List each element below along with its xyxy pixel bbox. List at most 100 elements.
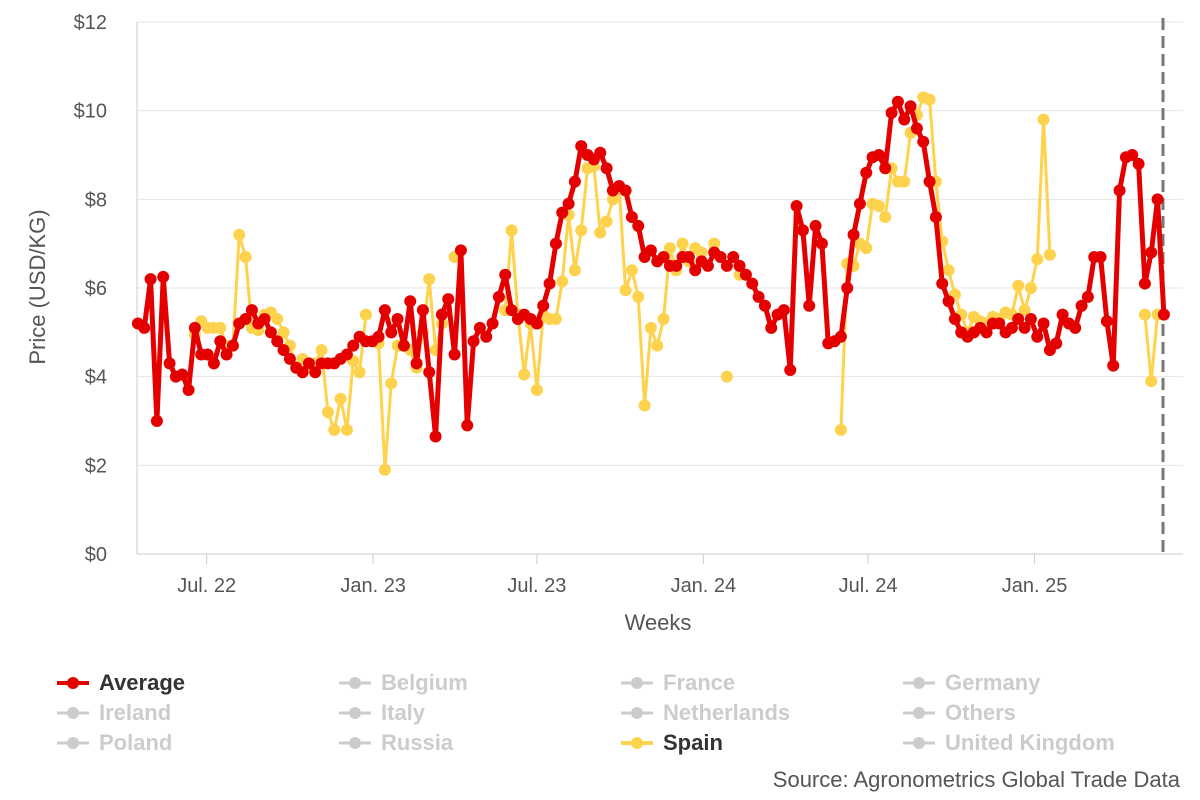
data-point-average [923,175,936,188]
data-point-spain [505,224,518,237]
data-point-spain [720,370,733,383]
data-point-average [1145,246,1158,259]
data-point-average [562,197,575,210]
data-point-spain [898,175,911,188]
data-point-spain [556,275,569,288]
data-point-average [473,321,486,334]
legend-item-netherlands[interactable]: Netherlands [619,700,901,726]
legend-item-italy[interactable]: Italy [337,700,619,726]
legend-symbol-marker [349,707,361,719]
data-point-average [214,335,227,348]
data-point-average [853,197,866,210]
legend-item-united-kingdom[interactable]: United Kingdom [901,730,1183,756]
data-point-average [765,321,778,334]
x-tick-label: Jul. 24 [839,575,898,597]
data-point-average [245,304,258,317]
data-point-average [720,259,733,272]
data-point-spain [277,326,290,339]
legend-label: Others [945,700,1016,725]
data-point-average [834,330,847,343]
legend-symbol-icon [621,677,653,689]
data-point-spain [600,215,613,228]
legend-item-belgium[interactable]: Belgium [337,670,619,696]
data-point-spain [663,242,676,255]
y-axis-title: Price (USD/KG) [25,209,50,364]
legend-item-germany[interactable]: Germany [901,670,1183,696]
data-point-average [784,364,797,377]
data-point-average [340,348,353,361]
legend-item-poland[interactable]: Poland [55,730,337,756]
data-point-average [296,366,309,379]
legend-item-france[interactable]: France [619,670,901,696]
legend-item-russia[interactable]: Russia [337,730,619,756]
data-point-average [277,344,290,357]
data-point-average [1018,321,1031,334]
data-point-average [264,326,277,339]
data-point-average [575,140,588,153]
data-point-average [435,308,448,321]
data-point-average [410,357,423,370]
data-point-spain [315,344,328,357]
data-point-spain [1024,282,1037,294]
x-tick-label: Jan. 25 [1002,575,1068,597]
data-point-average [404,295,417,308]
data-point-average [904,100,917,113]
series-layer [131,91,1170,476]
data-point-spain [385,377,398,390]
data-point-average [150,415,163,427]
data-point-spain [1145,375,1158,388]
legend-symbol-marker [67,737,79,749]
data-point-average [220,348,233,361]
legend-item-others[interactable]: Others [901,700,1183,726]
data-point-spain [328,423,341,436]
data-point-average [1012,313,1025,326]
series-line-spain [1143,313,1160,383]
data-point-average [891,95,904,108]
legend-label: Ireland [99,700,172,725]
legend-symbol-marker [67,677,79,689]
data-point-spain [239,250,252,263]
data-point-spain [651,339,664,352]
data-point-average [714,250,727,263]
data-point-average [258,313,271,326]
data-point-spain [606,193,619,206]
data-point-spain [575,224,588,237]
legend-symbol-marker [913,737,925,749]
data-point-spain [518,368,531,381]
data-point-average [644,244,657,257]
data-point-spain [1018,304,1031,317]
data-point-average [619,184,632,197]
data-point-average [1050,337,1063,350]
data-point-spain [695,246,708,259]
series-average [131,95,1170,443]
data-point-spain [676,237,689,250]
y-tick-label: $2 [85,455,107,477]
data-point-average [226,339,239,352]
y-tick-label: $4 [85,367,107,389]
data-point-average [461,419,474,432]
legend-item-spain[interactable]: Spain [619,730,901,756]
data-point-average [657,250,670,263]
legend-symbol-icon [339,707,371,719]
y-tick-label: $10 [74,101,107,123]
data-point-average [746,277,759,290]
data-point-average [1005,321,1018,334]
legend-symbol-icon [903,677,935,689]
x-tick-label: Jan. 24 [671,575,737,597]
legend-label: France [663,670,736,695]
data-point-average [378,304,391,317]
legend-item-average[interactable]: Average [55,670,337,696]
data-point-average [860,166,873,179]
data-point-average [429,430,442,443]
data-point-spain [625,264,638,277]
data-point-average [1100,315,1113,328]
data-point-average [879,162,892,175]
data-point-average [936,277,949,290]
series-line-spain [503,164,704,407]
data-point-average [239,313,252,326]
legend-item-ireland[interactable]: Ireland [55,700,337,726]
data-point-spain [708,237,721,250]
data-point-average [1107,359,1120,372]
data-point-average [163,357,176,370]
data-point-average [847,228,860,241]
